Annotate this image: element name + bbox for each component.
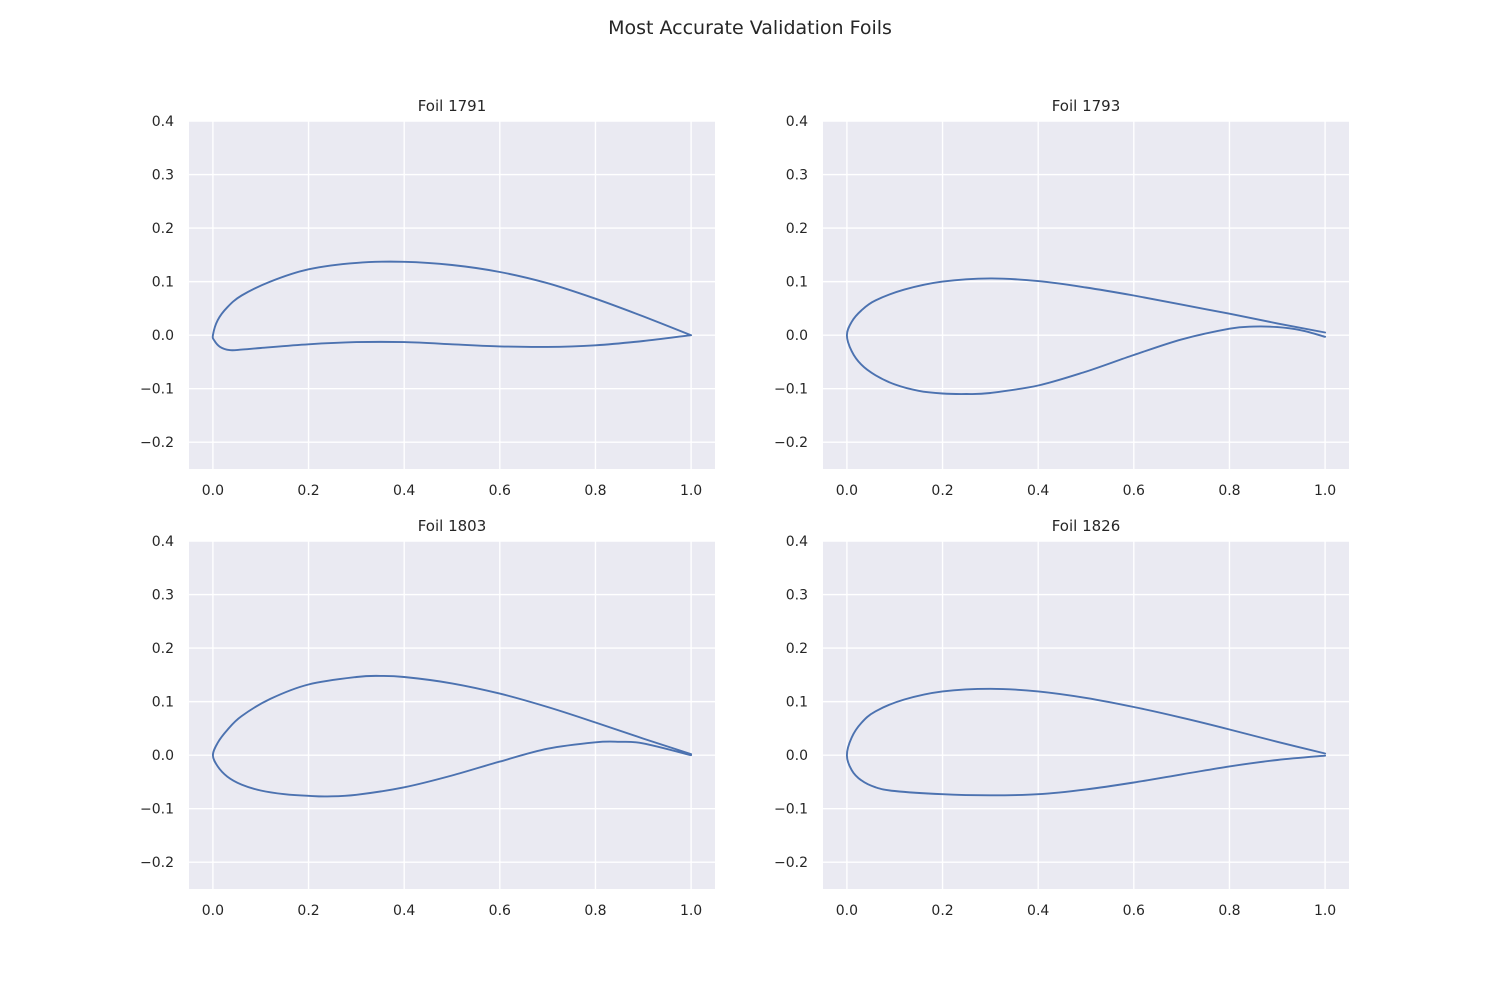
y-tick-label: 0.1 <box>786 695 808 711</box>
x-tick-label: 0.8 <box>1218 483 1240 499</box>
subplot-title: Foil 1826 <box>1052 517 1121 535</box>
subplot-1: 0.0 0.2 0.4 0.6 0.8 1.0 −0.2 −0.1 0.0 0.1 0.2 0.3 0.… <box>140 97 715 499</box>
y-tick-label: 0.2 <box>152 221 174 237</box>
y-tick-label: −0.2 <box>140 435 174 451</box>
y-tick-label: −0.1 <box>774 382 808 398</box>
x-tick-label: 0.0 <box>202 903 224 919</box>
y-tick-label: 0.4 <box>152 114 174 130</box>
x-tick-label: 0.0 <box>836 903 858 919</box>
y-tick-label: −0.1 <box>140 802 174 818</box>
x-tick-label: 0.6 <box>489 483 511 499</box>
x-tick-label: 0.2 <box>297 903 319 919</box>
x-tick-label: 0.8 <box>584 903 606 919</box>
y-tick-label: 0.0 <box>786 328 808 344</box>
foil-outline-line <box>211 674 693 798</box>
x-tick-label: 1.0 <box>680 483 702 499</box>
y-tick-label: −0.2 <box>774 435 808 451</box>
y-tick-label: 0.3 <box>152 168 174 184</box>
x-tick-label: 0.2 <box>931 483 953 499</box>
subplot-3: 0.0 0.2 0.4 0.6 0.8 1.0 −0.2 −0.1 0.0 0.1 0.2 0.3 0.… <box>140 517 715 919</box>
x-tick-label: 0.0 <box>202 483 224 499</box>
subplot-2: 0.0 0.2 0.4 0.6 0.8 1.0 −0.2 −0.1 0.0 0.1 0.2 0.3 0.… <box>774 97 1349 499</box>
y-tick-label: 0.0 <box>786 748 808 764</box>
x-tick-label: 1.0 <box>680 903 702 919</box>
y-tick-label: −0.2 <box>774 855 808 871</box>
x-tick-label: 0.6 <box>1123 903 1145 919</box>
y-tick-label: −0.1 <box>140 382 174 398</box>
y-tick-label: 0.1 <box>152 275 174 291</box>
subplot-title: Foil 1803 <box>418 517 487 535</box>
plot-area-background <box>189 541 715 889</box>
y-tick-label: −0.1 <box>774 802 808 818</box>
y-tick-label: 0.2 <box>152 641 174 657</box>
x-tick-label: 0.0 <box>836 483 858 499</box>
x-tick-label: 0.6 <box>1123 483 1145 499</box>
x-tick-label: 0.4 <box>1027 483 1049 499</box>
plot-area-background <box>823 121 1349 469</box>
y-tick-label: −0.2 <box>140 855 174 871</box>
y-tick-label: 0.1 <box>786 275 808 291</box>
y-tick-label: 0.1 <box>152 695 174 711</box>
foil-outline-line <box>845 687 1327 797</box>
y-tick-label: 0.0 <box>152 748 174 764</box>
x-tick-label: 0.8 <box>584 483 606 499</box>
y-tick-label: 0.4 <box>152 534 174 550</box>
x-tick-label: 1.0 <box>1314 903 1336 919</box>
foil-outline-line <box>845 277 1327 396</box>
y-tick-label: 0.2 <box>786 221 808 237</box>
x-tick-label: 0.4 <box>1027 903 1049 919</box>
y-tick-label: 0.4 <box>786 114 808 130</box>
y-tick-label: 0.3 <box>786 168 808 184</box>
x-tick-label: 1.0 <box>1314 483 1336 499</box>
x-tick-label: 0.2 <box>297 483 319 499</box>
foil-outline-line <box>211 260 693 352</box>
plot-area-background <box>189 121 715 469</box>
x-tick-label: 0.4 <box>393 483 415 499</box>
y-tick-label: 0.3 <box>786 588 808 604</box>
subplot-title: Foil 1793 <box>1052 97 1121 115</box>
x-tick-label: 0.6 <box>489 903 511 919</box>
subplot-title: Foil 1791 <box>418 97 487 115</box>
figure-title: Most Accurate Validation Foils <box>608 17 892 39</box>
x-tick-label: 0.4 <box>393 903 415 919</box>
plot-area-background <box>823 541 1349 889</box>
y-tick-label: 0.4 <box>786 534 808 550</box>
subplot-4: 0.0 0.2 0.4 0.6 0.8 1.0 −0.2 −0.1 0.0 0.1 0.2 0.3 0.… <box>774 517 1349 919</box>
y-tick-label: 0.3 <box>152 588 174 604</box>
subplot-grid: 0.0 0.2 0.4 0.6 0.8 1.0 −0.2 −0.1 0.0 0.1 0.2 0.3 0.… <box>140 97 1349 919</box>
x-tick-label: 0.2 <box>931 903 953 919</box>
y-tick-label: 0.0 <box>152 328 174 344</box>
x-tick-label: 0.8 <box>1218 903 1240 919</box>
y-tick-label: 0.2 <box>786 641 808 657</box>
